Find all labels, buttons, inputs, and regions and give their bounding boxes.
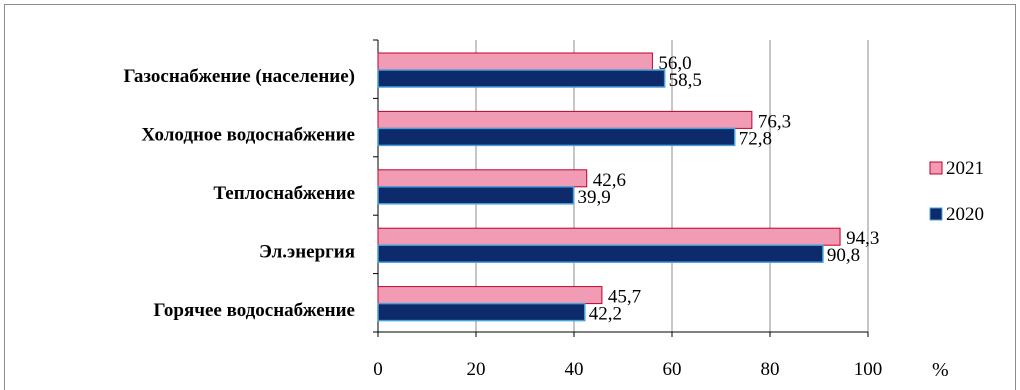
bar-2020-4: [377, 302, 586, 322]
data-label-2020-0: 58,5: [669, 70, 702, 91]
bar-2020-2: [377, 186, 575, 205]
tick-labels: 0 20 40 60 80 100: [373, 359, 882, 380]
data-label-2020-3: 90,8: [827, 245, 860, 266]
x-tick-label-40: 40: [565, 359, 584, 380]
x-unit-label: %: [932, 359, 949, 381]
data-label-2021-2: 42,6: [593, 170, 626, 191]
x-tick-label-100: 100: [854, 359, 883, 380]
legend: 2021 2020: [929, 158, 984, 225]
x-tick-label-20: 20: [467, 359, 486, 380]
category-label-4: Горячее водоснабжение: [154, 300, 356, 321]
x-tick-label-0: 0: [373, 359, 383, 380]
category-labels: Газоснабжение (население) Холодное водосн…: [123, 66, 355, 321]
data-label-2020-4: 42,2: [589, 304, 622, 325]
legend-label-2021: 2021: [946, 158, 984, 179]
category-label-1: Холодное водоснабжение: [141, 125, 355, 146]
bar-2021-3: [377, 227, 841, 246]
x-tick-label-80: 80: [761, 359, 780, 380]
bar-2021-1: [377, 110, 753, 129]
data-label-2020-1: 72,8: [739, 128, 772, 149]
data-labels: 56,058,5 76,372,8 42,639,9 94,390,8 45,742,2: [578, 53, 880, 325]
bar-2021-0: [377, 52, 653, 71]
category-label-2: Теплоснабжение: [213, 183, 355, 204]
legend-label-2020: 2020: [946, 204, 984, 225]
data-label-2021-4: 45,7: [608, 287, 641, 308]
x-tick-label-60: 60: [663, 359, 682, 380]
legend-swatch-2020: [929, 207, 943, 221]
data-label-2021-0: 56,0: [658, 53, 691, 74]
axis-ticks: [373, 39, 869, 337]
bars: [377, 52, 841, 322]
data-label-2021-1: 76,3: [758, 111, 791, 132]
bar-2020-3: [377, 244, 824, 263]
data-label-2020-2: 39,9: [578, 187, 611, 208]
category-label-0: Газоснабжение (население): [123, 66, 355, 87]
bar-2021-4: [377, 286, 603, 305]
data-label-2021-3: 94,3: [846, 228, 879, 249]
legend-swatch-2021: [929, 161, 943, 175]
bar-2020-1: [377, 127, 736, 147]
bar-2021-2: [377, 169, 588, 188]
category-label-3: Эл.энергия: [259, 241, 355, 262]
bar-2020-0: [377, 69, 666, 88]
